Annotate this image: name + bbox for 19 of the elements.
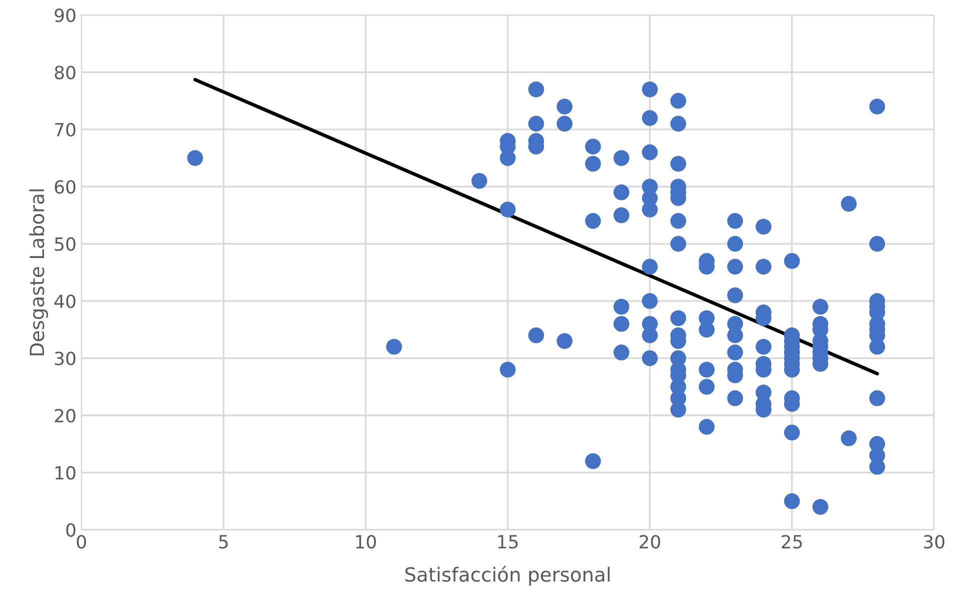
x-tick-label: 25 (782, 534, 802, 549)
x-tick-label: 20 (640, 534, 660, 549)
y-tick-label: 70 (55, 122, 76, 137)
x-tick-label: 5 (219, 535, 228, 549)
x-tick-label: 15 (498, 535, 518, 549)
y-tick-label: 60 (54, 180, 76, 194)
y-tick-label: 90 (54, 8, 76, 22)
y-tick-label: 0 (66, 523, 76, 537)
y-tick-label: 50 (54, 237, 76, 251)
y-axis-title: Desgaste Laboral (29, 189, 48, 356)
y-tick-label: 80 (54, 66, 76, 80)
x-axis-title: Satisfacción personal (405, 566, 610, 586)
y-tick-label: 30 (54, 352, 76, 366)
y-tick-label: 20 (54, 408, 76, 422)
y-tick-label: 40 (54, 294, 76, 308)
y-tick-label: 10 (56, 466, 76, 480)
x-tick-label: 10 (356, 534, 376, 549)
x-tick-label: 0 (76, 534, 86, 549)
x-tick-label: 30 (924, 534, 944, 549)
